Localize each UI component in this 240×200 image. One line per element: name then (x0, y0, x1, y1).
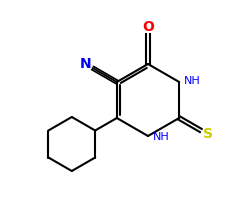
Text: NH: NH (184, 76, 201, 86)
Text: S: S (203, 128, 213, 142)
Text: NH: NH (153, 132, 170, 142)
Text: O: O (142, 20, 154, 34)
Text: N: N (80, 57, 91, 71)
